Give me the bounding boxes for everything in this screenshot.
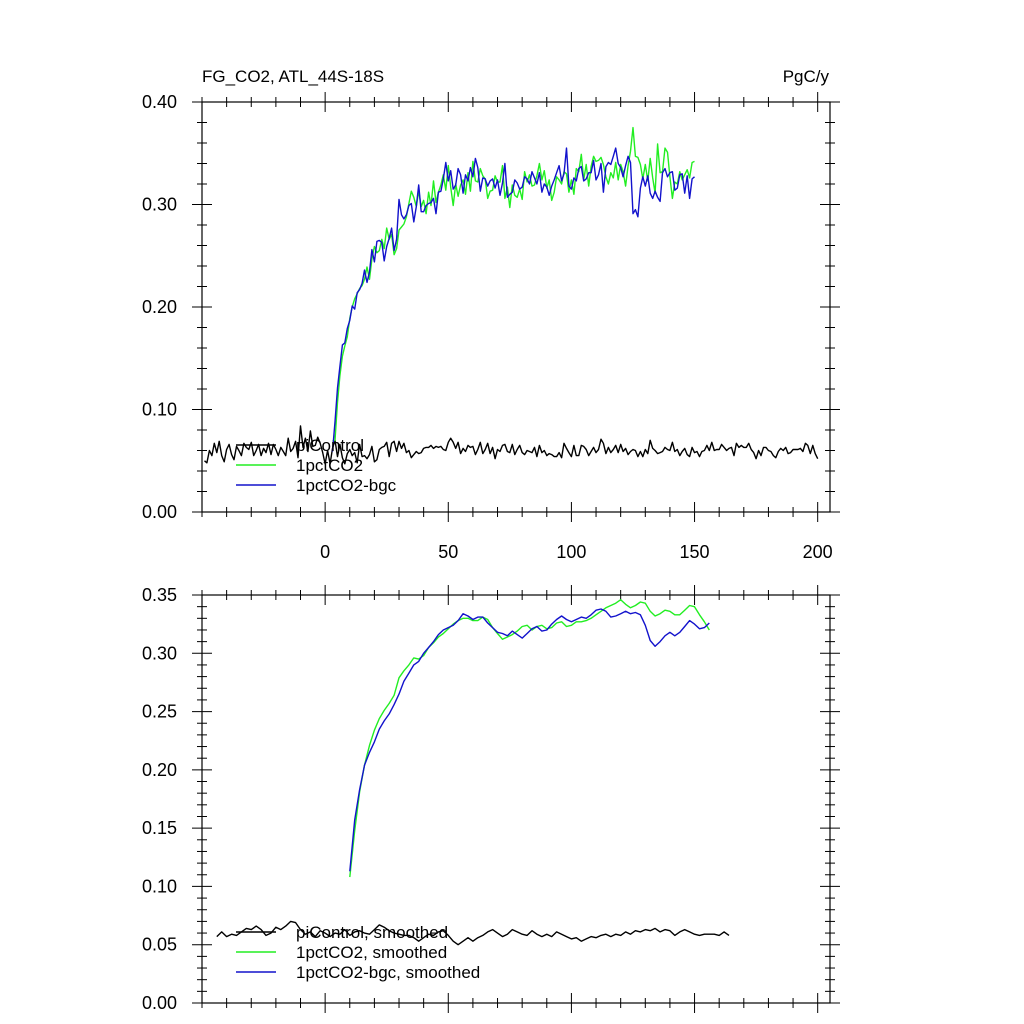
top-panel: 0 50 100 150 200 0.00 0.10 0.20 0.30 0.40 piContro… <box>142 92 840 562</box>
y-tick-label: 0.20 <box>142 760 177 780</box>
legend-label-2: 1pctCO2, smoothed <box>296 943 447 962</box>
y-tick-label: 0.10 <box>142 400 177 420</box>
legend-label-1: piControl <box>296 436 364 455</box>
x-tick-label: 200 <box>803 542 833 562</box>
series-line-3 <box>331 147 695 452</box>
legend-label-2: 1pctCO2 <box>296 456 363 475</box>
y-tick-label: 0.30 <box>142 195 177 215</box>
series-line-1 <box>204 425 819 465</box>
y-tick-label: 0.00 <box>142 993 177 1013</box>
legend-label-3: 1pctCO2-bgc <box>296 476 397 495</box>
units-label: PgC/y <box>783 67 830 86</box>
y-tick-label: 0.00 <box>142 502 177 522</box>
bottom-panel: 0.00 0.05 0.10 0.15 0.20 0.25 0.30 0.35 piContro… <box>142 585 840 1013</box>
plot-frame <box>201 594 831 1004</box>
series-line-2 <box>332 126 695 442</box>
y-tick-label: 0.10 <box>142 876 177 896</box>
figure-title: FG_CO2, ATL_44S-18S <box>202 67 384 86</box>
y-tick-label: 0.35 <box>142 585 177 605</box>
y-tick-label: 0.30 <box>142 643 177 663</box>
y-tick-label: 0.15 <box>142 818 177 838</box>
series-line-1 <box>216 920 730 946</box>
x-tick-label: 0 <box>320 542 330 562</box>
x-tick-label: 100 <box>556 542 586 562</box>
legend-label-3: 1pctCO2-bgc, smoothed <box>296 963 480 982</box>
y-tick-label: 0.20 <box>142 297 177 317</box>
y-tick-label: 0.40 <box>142 92 177 112</box>
legend-label-1: piControl, smoothed <box>296 923 448 942</box>
series-line-3 <box>349 608 710 872</box>
y-tick-label: 0.05 <box>142 935 177 955</box>
y-tick-label: 0.25 <box>142 702 177 722</box>
x-tick-label: 50 <box>438 542 458 562</box>
series-line-2 <box>349 599 710 878</box>
x-tick-label: 150 <box>680 542 710 562</box>
